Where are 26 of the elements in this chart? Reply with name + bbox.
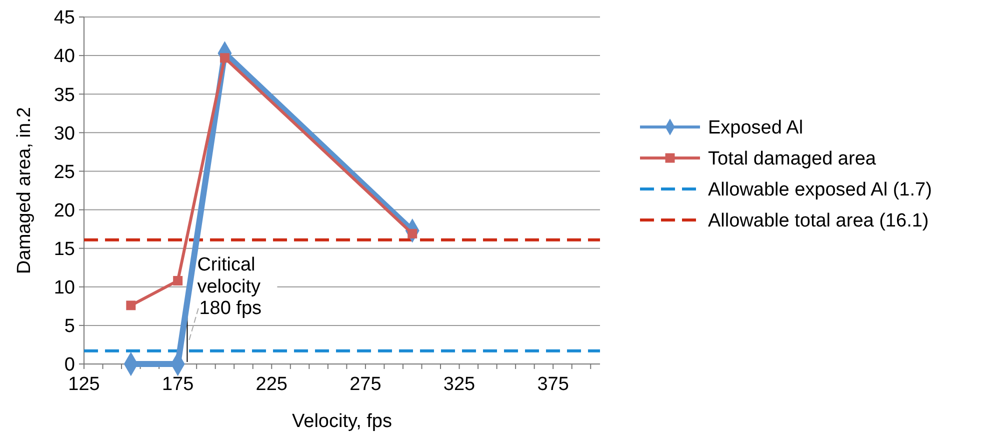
x-axis-title: Velocity, fps bbox=[292, 411, 392, 432]
y-tick-label: 10 bbox=[54, 278, 75, 299]
x-tick-label: 125 bbox=[68, 374, 100, 395]
y-tick-label: 15 bbox=[54, 238, 75, 260]
y-tick-label: 20 bbox=[54, 200, 75, 222]
point bbox=[173, 276, 183, 286]
point bbox=[126, 300, 136, 310]
y-tick-label: 5 bbox=[64, 316, 75, 338]
y-tick-label: 0 bbox=[64, 354, 75, 376]
x-tick-label: 225 bbox=[256, 374, 288, 395]
annotation: Critical velocity 180 fps bbox=[197, 254, 262, 320]
y-tick-label: 25 bbox=[54, 162, 75, 183]
legend-label: Allowable exposed Al (1.7) bbox=[708, 180, 932, 201]
legend-label: Total damaged area bbox=[708, 148, 876, 170]
y-tick-label: 45 bbox=[54, 8, 75, 29]
y-tick-label: 40 bbox=[54, 46, 75, 68]
y-axis-title: Damaged area, in.2 bbox=[14, 107, 35, 274]
point bbox=[220, 53, 230, 63]
legend-label: Exposed Al bbox=[708, 118, 804, 139]
y-tick-label: 35 bbox=[54, 84, 75, 106]
legend-label: Allowable total area (16.1) bbox=[708, 210, 929, 232]
x-tick-label: 175 bbox=[162, 374, 194, 395]
y-tick-label: 30 bbox=[54, 123, 75, 144]
x-tick-label: 375 bbox=[537, 374, 569, 395]
x-tick-label: 275 bbox=[350, 374, 382, 395]
x-tick-label: 325 bbox=[443, 374, 476, 395]
